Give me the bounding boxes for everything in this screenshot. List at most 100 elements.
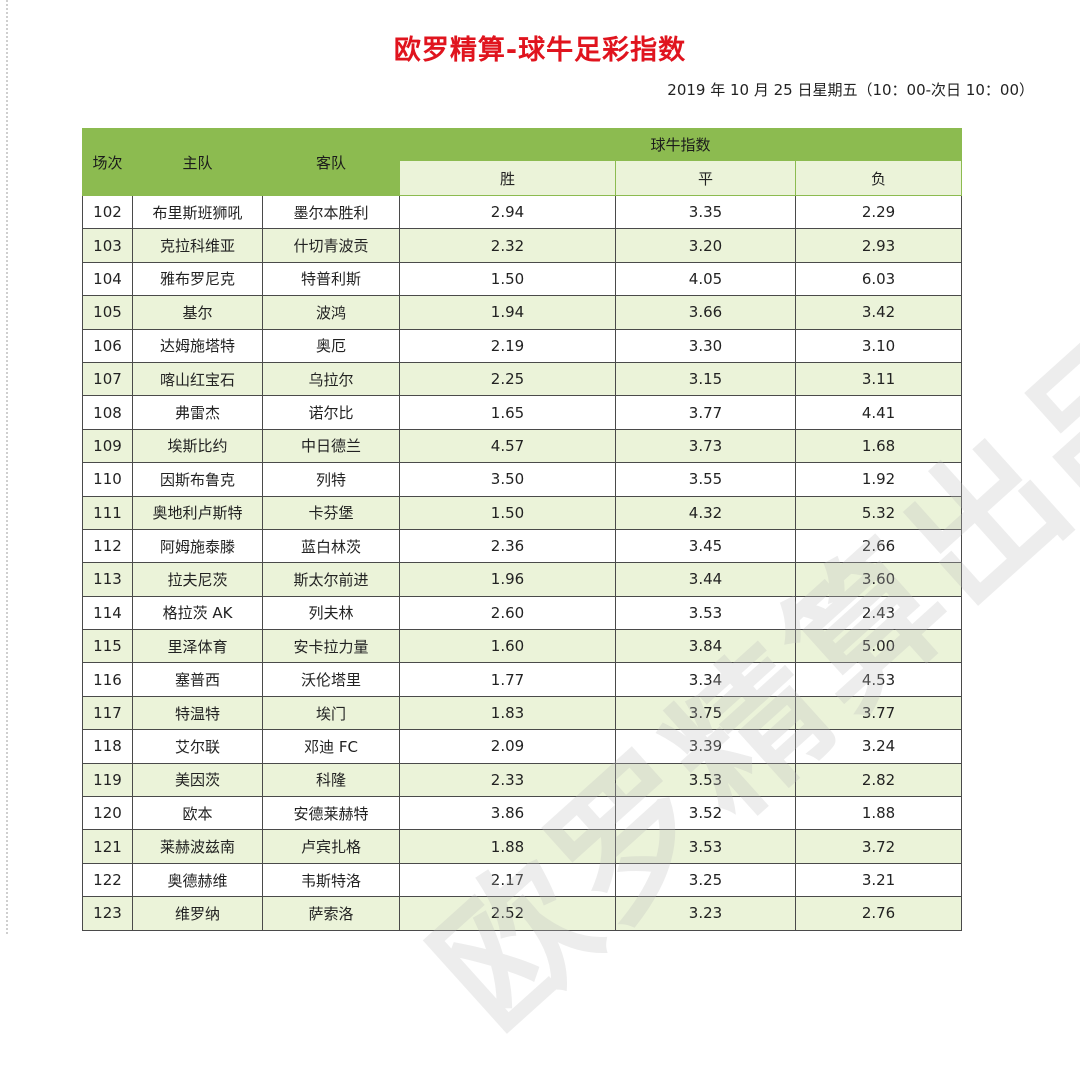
draw-odds-cell: 3.53 — [615, 595, 796, 631]
away-team-cell: 列夫林 — [262, 595, 400, 631]
win-odds-cell: 2.17 — [399, 862, 616, 898]
header-draw: 平 — [615, 160, 796, 196]
table-body: 102 布里斯班狮吼 墨尔本胜利 2.94 3.35 2.29 103 克拉科维亚 什切青波贡 2… — [82, 194, 963, 931]
header-match: 场次 — [82, 128, 133, 196]
win-odds-cell: 4.57 — [399, 428, 616, 464]
lose-odds-cell: 2.82 — [794, 762, 963, 798]
lose-odds-cell: 3.60 — [794, 562, 963, 597]
lose-odds-cell: 2.76 — [794, 896, 963, 931]
table-row: 102 布里斯班狮吼 墨尔本胜利 2.94 3.35 2.29 — [82, 194, 963, 230]
lose-odds-cell: 5.32 — [794, 495, 963, 530]
home-team-cell: 塞普西 — [132, 662, 263, 697]
draw-odds-cell: 3.23 — [615, 896, 796, 931]
lose-odds-cell: 4.53 — [794, 662, 963, 697]
lose-odds-cell: 1.92 — [794, 462, 963, 497]
match-number-cell: 123 — [82, 896, 133, 931]
win-odds-cell: 2.94 — [399, 194, 616, 230]
match-number-cell: 105 — [82, 295, 133, 330]
win-odds-cell: 3.50 — [399, 462, 616, 497]
match-number-cell: 119 — [82, 762, 133, 798]
win-odds-cell: 2.25 — [399, 361, 616, 397]
draw-odds-cell: 3.15 — [615, 361, 796, 397]
lose-odds-cell: 3.42 — [794, 295, 963, 330]
match-number-cell: 108 — [82, 395, 133, 430]
away-team-cell: 墨尔本胜利 — [262, 194, 400, 230]
home-team-cell: 维罗纳 — [132, 896, 263, 931]
table-row: 114 格拉茨 AK 列夫林 2.60 3.53 2.43 — [82, 595, 963, 631]
draw-odds-cell: 3.55 — [615, 462, 796, 497]
away-team-cell: 奥厄 — [262, 328, 400, 363]
draw-odds-cell: 3.53 — [615, 762, 796, 798]
win-odds-cell: 1.65 — [399, 395, 616, 430]
table-row: 106 达姆施塔特 奥厄 2.19 3.30 3.10 — [82, 328, 963, 363]
away-team-cell: 萨索洛 — [262, 896, 400, 931]
away-team-cell: 科隆 — [262, 762, 400, 798]
win-odds-cell: 2.36 — [399, 528, 616, 564]
away-team-cell: 邓迪 FC — [262, 729, 400, 764]
away-team-cell: 沃伦塔里 — [262, 662, 400, 697]
home-team-cell: 莱赫波兹南 — [132, 829, 263, 864]
match-number-cell: 110 — [82, 462, 133, 497]
draw-odds-cell: 3.53 — [615, 829, 796, 864]
win-odds-cell: 2.52 — [399, 896, 616, 931]
win-odds-cell: 1.96 — [399, 562, 616, 597]
win-odds-cell: 1.77 — [399, 662, 616, 697]
lose-odds-cell: 5.00 — [794, 629, 963, 664]
table-row: 123 维罗纳 萨索洛 2.52 3.23 2.76 — [82, 896, 963, 931]
away-team-cell: 卡芬堡 — [262, 495, 400, 530]
home-team-cell: 喀山红宝石 — [132, 361, 263, 397]
home-team-cell: 拉夫尼茨 — [132, 562, 263, 597]
home-team-cell: 阿姆施泰滕 — [132, 528, 263, 564]
home-team-cell: 达姆施塔特 — [132, 328, 263, 363]
win-odds-cell: 1.50 — [399, 261, 616, 297]
match-number-cell: 121 — [82, 829, 133, 864]
table-row: 122 奥德赫维 韦斯特洛 2.17 3.25 3.21 — [82, 862, 963, 898]
match-number-cell: 111 — [82, 495, 133, 530]
header-index: 球牛指数 — [398, 128, 963, 161]
home-team-cell: 特温特 — [132, 695, 263, 731]
table-row: 120 欧本 安德莱赫特 3.86 3.52 1.88 — [82, 796, 963, 831]
away-team-cell: 列特 — [262, 462, 400, 497]
lose-odds-cell: 1.68 — [794, 428, 963, 464]
home-team-cell: 里泽体育 — [132, 629, 263, 664]
match-number-cell: 102 — [82, 194, 133, 230]
match-number-cell: 106 — [82, 328, 133, 363]
lose-odds-cell: 6.03 — [794, 261, 963, 297]
win-odds-cell: 2.33 — [399, 762, 616, 798]
lose-odds-cell: 1.88 — [794, 796, 963, 831]
lose-odds-cell: 3.72 — [794, 829, 963, 864]
match-number-cell: 113 — [82, 562, 133, 597]
match-number-cell: 112 — [82, 528, 133, 564]
home-team-cell: 布里斯班狮吼 — [132, 194, 263, 230]
draw-odds-cell: 3.39 — [615, 729, 796, 764]
match-number-cell: 109 — [82, 428, 133, 464]
match-number-cell: 115 — [82, 629, 133, 664]
draw-odds-cell: 4.05 — [615, 261, 796, 297]
table-row: 110 因斯布鲁克 列特 3.50 3.55 1.92 — [82, 462, 963, 497]
lose-odds-cell: 3.10 — [794, 328, 963, 363]
home-team-cell: 艾尔联 — [132, 729, 263, 764]
lose-odds-cell: 3.21 — [794, 862, 963, 898]
table-row: 116 塞普西 沃伦塔里 1.77 3.34 4.53 — [82, 662, 963, 697]
draw-odds-cell: 4.32 — [615, 495, 796, 530]
home-team-cell: 格拉茨 AK — [132, 595, 263, 631]
draw-odds-cell: 3.35 — [615, 194, 796, 230]
home-team-cell: 雅布罗尼克 — [132, 261, 263, 297]
home-team-cell: 欧本 — [132, 796, 263, 831]
win-odds-cell: 2.19 — [399, 328, 616, 363]
draw-odds-cell: 3.25 — [615, 862, 796, 898]
lose-odds-cell: 4.41 — [794, 395, 963, 430]
match-number-cell: 120 — [82, 796, 133, 831]
draw-odds-cell: 3.75 — [615, 695, 796, 731]
win-odds-cell: 2.09 — [399, 729, 616, 764]
header-away: 客队 — [262, 128, 400, 196]
win-odds-cell: 2.32 — [399, 228, 616, 263]
header-lose: 负 — [794, 160, 963, 196]
table-row: 119 美因茨 科隆 2.33 3.53 2.82 — [82, 762, 963, 798]
match-number-cell: 116 — [82, 662, 133, 697]
away-team-cell: 埃门 — [262, 695, 400, 731]
away-team-cell: 卢宾扎格 — [262, 829, 400, 864]
match-number-cell: 104 — [82, 261, 133, 297]
table-row: 115 里泽体育 安卡拉力量 1.60 3.84 5.00 — [82, 629, 963, 664]
table-row: 107 喀山红宝石 乌拉尔 2.25 3.15 3.11 — [82, 361, 963, 397]
